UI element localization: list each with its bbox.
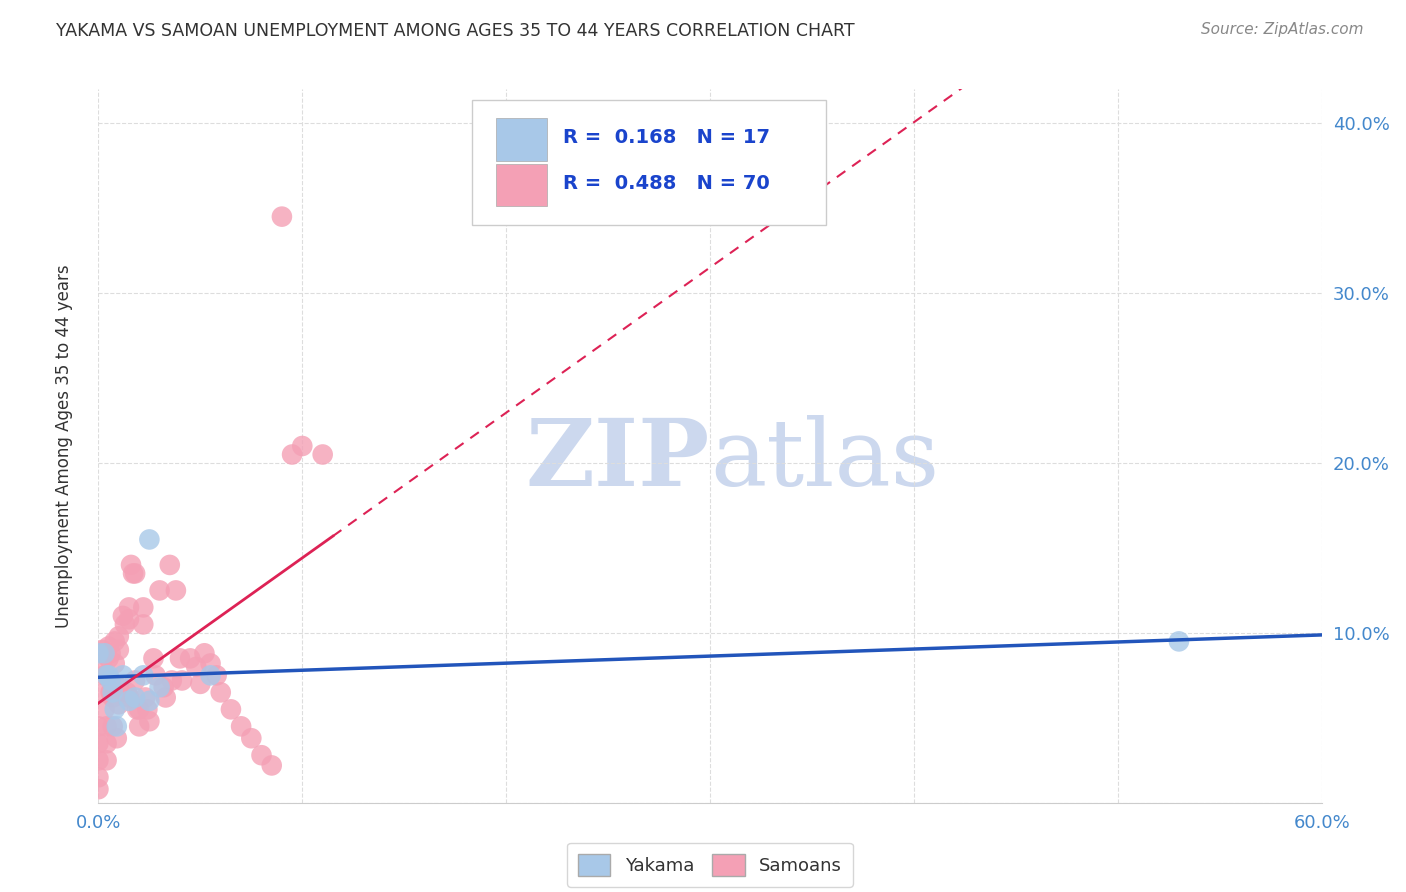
Point [118,690,141,705]
Point [231,719,253,733]
Text: atlas: atlas [710,416,939,505]
Point [124,566,146,581]
Text: R =  0.488   N = 70: R = 0.488 N = 70 [564,174,770,193]
Point [108,698,131,712]
Point [108,629,131,643]
Point [87,753,110,767]
Point [200,657,222,671]
Point [128,719,150,733]
Point [124,673,146,688]
Point [93,702,115,716]
Text: YAKAMA VS SAMOAN UNEMPLOYMENT AMONG AGES 35 TO 44 YEARS CORRELATION CHART: YAKAMA VS SAMOAN UNEMPLOYMENT AMONG AGES… [56,22,855,40]
Point [96,668,118,682]
FancyBboxPatch shape [496,119,547,161]
Point [312,448,335,462]
Point [120,558,142,572]
Point [118,694,141,708]
Point [111,608,134,623]
Point [115,685,138,699]
Point [101,719,124,733]
Point [100,685,122,699]
Text: ZIP: ZIP [526,416,710,505]
Point [104,634,127,648]
Point [122,566,145,581]
Point [160,673,183,688]
Point [97,640,120,654]
Point [149,680,172,694]
Point [291,439,314,453]
Point [179,651,201,665]
Point [270,210,294,224]
Text: Source: ZipAtlas.com: Source: ZipAtlas.com [1201,22,1364,37]
Point [87,719,110,733]
Point [91,660,114,674]
Point [128,702,150,716]
Point [87,646,110,660]
Point [260,758,283,772]
Point [193,646,215,660]
Point [145,668,167,682]
Point [138,714,160,729]
Point [186,660,208,674]
Point [1167,634,1189,648]
Point [152,680,174,694]
Point [108,680,131,694]
Point [142,651,165,665]
FancyBboxPatch shape [471,100,827,225]
Point [104,657,127,671]
Point [127,702,149,716]
Point [250,748,273,763]
Point [169,651,191,665]
Point [96,719,118,733]
Point [101,685,124,699]
Point [134,690,156,705]
Point [240,731,263,746]
Point [281,448,304,462]
Point [91,643,114,657]
Point [96,753,118,767]
Point [105,731,128,746]
Point [97,668,120,682]
Point [87,782,110,797]
Legend: Yakama, Samoans: Yakama, Samoans [567,843,853,887]
Point [118,612,141,626]
Point [136,702,159,716]
Point [93,668,115,682]
Point [87,770,110,784]
Point [138,533,160,547]
Point [155,690,177,705]
Point [105,719,128,733]
Point [118,600,141,615]
Point [149,583,172,598]
Point [100,673,122,688]
Point [132,668,155,682]
Text: R =  0.168   N = 17: R = 0.168 N = 17 [564,128,770,147]
Point [188,677,212,691]
Point [209,685,232,699]
Point [114,617,136,632]
Y-axis label: Unemployment Among Ages 35 to 44 years: Unemployment Among Ages 35 to 44 years [55,264,73,628]
Point [100,646,122,660]
Point [87,736,110,750]
Point [97,651,120,665]
Point [124,690,146,705]
Point [93,685,115,699]
Point [205,668,228,682]
Point [96,736,118,750]
Point [108,643,131,657]
Point [132,600,155,615]
FancyBboxPatch shape [496,164,547,206]
Point [104,702,127,716]
Point [200,668,222,682]
Point [170,673,193,688]
Point [165,583,187,598]
Point [111,668,134,682]
Point [101,690,124,705]
Point [138,694,160,708]
Point [93,646,115,660]
Point [219,702,242,716]
Point [159,558,181,572]
Point [132,617,155,632]
